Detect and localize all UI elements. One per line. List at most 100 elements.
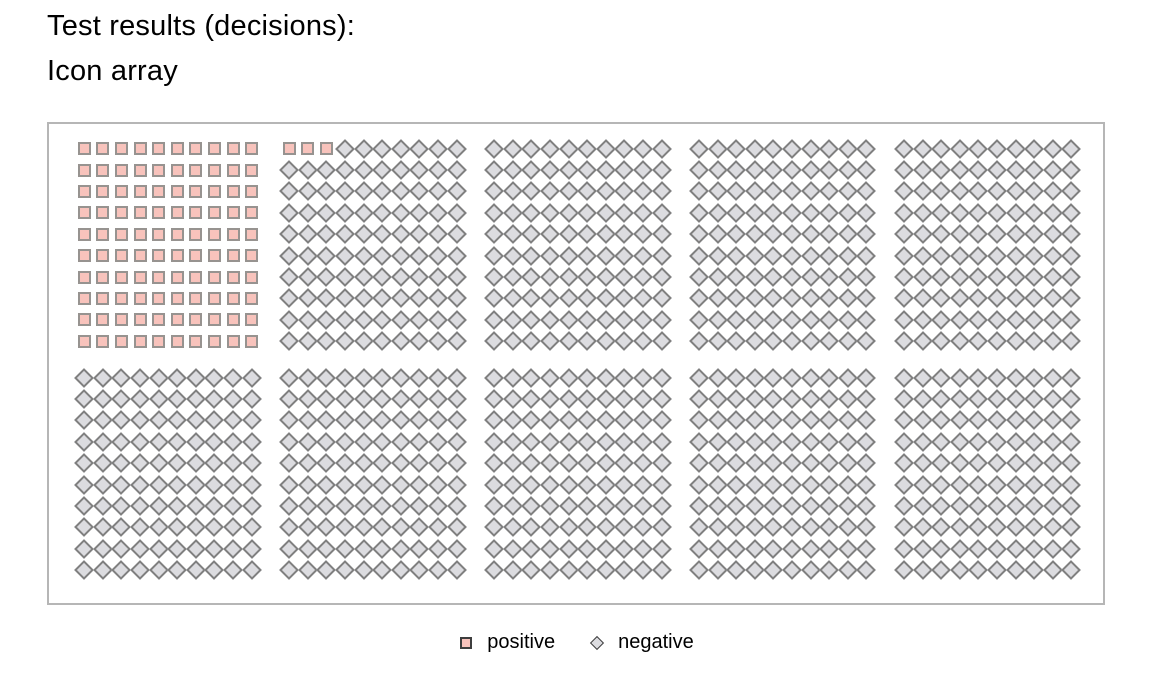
negative-diamond-icon — [484, 410, 505, 431]
negative-diamond-icon — [614, 267, 635, 287]
negative-diamond-icon — [1042, 517, 1063, 538]
negative-diamond-icon — [204, 389, 225, 409]
negative-diamond-icon — [428, 496, 448, 516]
negative-diamond-icon — [1024, 367, 1045, 388]
negative-diamond-icon — [595, 181, 616, 202]
negative-diamond-icon — [502, 410, 523, 431]
negative-diamond-icon — [1024, 309, 1045, 330]
negative-diamond-icon — [577, 431, 598, 452]
negative-diamond-icon — [894, 410, 914, 431]
negative-diamond-icon — [707, 309, 728, 330]
positive-square-icon — [152, 206, 166, 220]
negative-diamond-icon — [633, 288, 653, 309]
negative-diamond-icon — [316, 367, 337, 388]
negative-diamond-icon — [856, 202, 877, 223]
negative-diamond-icon — [1042, 496, 1063, 516]
negative-diamond-icon — [931, 389, 952, 409]
positive-square-icon — [96, 227, 110, 241]
negative-diamond-icon — [372, 138, 393, 159]
negative-diamond-icon — [297, 410, 318, 431]
negative-diamond-icon — [726, 538, 747, 559]
legend-label-negative: negative — [618, 631, 694, 653]
negative-diamond-icon — [204, 496, 225, 516]
negative-diamond-icon — [1061, 538, 1082, 559]
negative-diamond-icon — [1024, 267, 1045, 287]
negative-diamond-icon — [409, 517, 430, 538]
positive-square-icon — [245, 142, 259, 156]
negative-diamond-icon — [763, 389, 784, 409]
negative-diamond-icon — [335, 245, 355, 266]
negative-diamond-icon — [409, 245, 430, 266]
negative-diamond-icon — [651, 389, 672, 409]
negative-diamond-icon — [540, 288, 560, 309]
negative-diamond-icon — [558, 331, 579, 352]
positive-square-icon — [207, 291, 221, 305]
negative-diamond-icon — [1005, 496, 1026, 516]
negative-diamond-icon — [856, 496, 877, 516]
negative-diamond-icon — [744, 202, 765, 223]
negative-diamond-icon — [837, 202, 858, 223]
positive-square-icon — [189, 249, 203, 263]
negative-diamond-icon — [894, 181, 914, 202]
negative-diamond-icon — [614, 245, 635, 266]
negative-diamond-icon — [633, 267, 653, 287]
negative-diamond-icon — [335, 410, 355, 431]
negative-diamond-icon — [521, 431, 542, 452]
negative-diamond-icon — [689, 431, 710, 452]
negative-diamond-icon — [949, 389, 970, 409]
negative-diamond-icon — [894, 202, 914, 223]
negative-diamond-icon — [148, 410, 169, 431]
negative-diamond-icon — [297, 331, 318, 352]
negative-diamond-icon — [894, 331, 914, 352]
negative-diamond-icon — [595, 431, 616, 452]
negative-diamond-icon — [589, 635, 605, 651]
legend-item-positive: positive — [458, 631, 555, 654]
negative-diamond-icon — [931, 245, 952, 266]
negative-diamond-icon — [390, 245, 411, 266]
negative-diamond-icon — [223, 474, 243, 495]
negative-diamond-icon — [949, 538, 970, 559]
negative-diamond-icon — [633, 224, 653, 245]
positive-square-icon — [133, 163, 147, 177]
negative-diamond-icon — [148, 517, 169, 538]
positive-square-icon — [170, 206, 184, 220]
negative-diamond-icon — [1024, 410, 1045, 431]
negative-diamond-icon — [1005, 160, 1026, 180]
negative-diamond-icon — [558, 538, 579, 559]
icon-block — [75, 138, 261, 352]
negative-diamond-icon — [782, 431, 802, 452]
negative-diamond-icon — [800, 288, 821, 309]
negative-diamond-icon — [521, 367, 542, 388]
negative-diamond-icon — [800, 138, 821, 159]
positive-square-icon — [152, 184, 166, 198]
negative-diamond-icon — [1024, 496, 1045, 516]
negative-diamond-icon — [92, 560, 113, 581]
negative-diamond-icon — [856, 410, 877, 431]
negative-diamond-icon — [726, 245, 747, 266]
negative-diamond-icon — [1061, 267, 1082, 287]
negative-diamond-icon — [353, 538, 374, 559]
negative-diamond-icon — [595, 202, 616, 223]
negative-diamond-icon — [800, 474, 821, 495]
negative-diamond-icon — [912, 560, 933, 581]
negative-diamond-icon — [1061, 331, 1082, 352]
negative-diamond-icon — [428, 245, 448, 266]
negative-diamond-icon — [428, 138, 448, 159]
negative-diamond-icon — [1042, 560, 1063, 581]
negative-diamond-icon — [968, 496, 989, 516]
negative-diamond-icon — [297, 389, 318, 409]
positive-square-icon — [226, 163, 240, 177]
positive-square-icon — [152, 227, 166, 241]
negative-diamond-icon — [894, 309, 914, 330]
negative-diamond-icon — [633, 202, 653, 223]
negative-diamond-icon — [912, 431, 933, 452]
positive-square-icon — [189, 206, 203, 220]
negative-diamond-icon — [819, 560, 840, 581]
negative-diamond-icon — [390, 138, 411, 159]
negative-diamond-icon — [484, 309, 505, 330]
negative-diamond-icon — [931, 224, 952, 245]
negative-diamond-icon — [1005, 202, 1026, 223]
negative-diamond-icon — [763, 309, 784, 330]
negative-diamond-icon — [446, 453, 467, 474]
negative-diamond-icon — [223, 453, 243, 474]
